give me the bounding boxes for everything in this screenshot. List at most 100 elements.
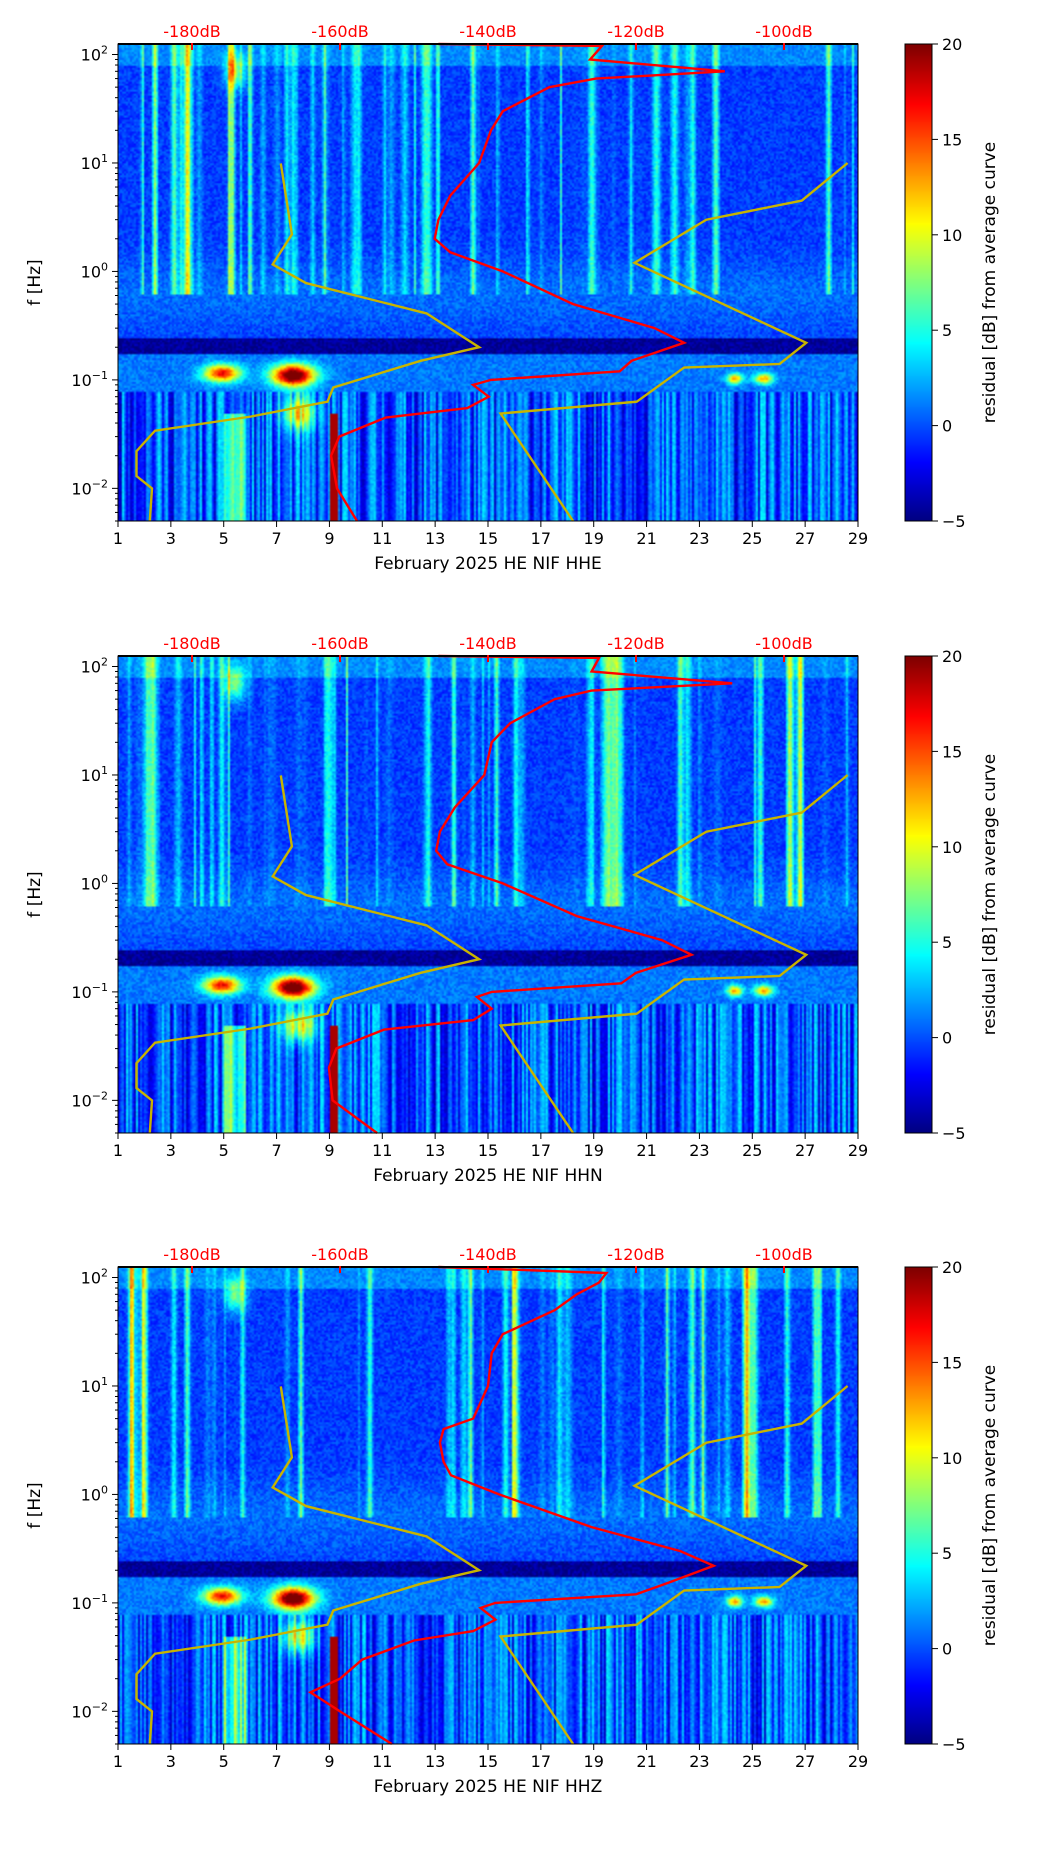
spectrogram-panel-hhe: 1 3 5 7 9 11 13 15 17 19 21 23 25 27 29 February 2025 H…	[0, 22, 1052, 644]
x-tick-label: 11	[372, 529, 392, 548]
y-tick-label: 102	[81, 44, 108, 65]
colorbar-tick-label: 5	[942, 1544, 952, 1563]
y-axis-label: f [Hz]	[25, 1482, 45, 1528]
x-tick-label: 23	[689, 1752, 709, 1771]
x-tick-label: 23	[689, 1141, 709, 1160]
db-tick-label: -120dB	[607, 1245, 664, 1264]
x-tick-label: 19	[584, 1752, 604, 1771]
x-tick-label: 9	[324, 1752, 334, 1771]
db-tick-label: -140dB	[459, 634, 516, 653]
db-tick-label: -160dB	[311, 1245, 368, 1264]
x-tick-label: 25	[742, 529, 762, 548]
db-tick-label: -160dB	[311, 22, 368, 41]
x-tick-label: 21	[636, 529, 656, 548]
y-tick-label: 101	[81, 764, 108, 785]
y-tick-label: 10−2	[71, 477, 108, 498]
y-tick-label: 102	[81, 656, 108, 677]
colorbar-tick-label: 10	[942, 838, 962, 857]
mean-psd-curve	[307, 1265, 717, 1746]
plot-frame	[117, 655, 859, 1134]
x-tick-label: 15	[478, 1141, 498, 1160]
x-tick-label: 5	[219, 529, 229, 548]
db-tick-label: -160dB	[311, 634, 368, 653]
x-tick-label: 17	[531, 1752, 551, 1771]
x-tick-label: 17	[531, 1141, 551, 1160]
db-tick-label: -140dB	[459, 1245, 516, 1264]
x-tick-label: 3	[166, 1752, 176, 1771]
y-tick-label: 10−1	[71, 369, 108, 390]
colorbar-frame	[904, 655, 933, 1134]
x-tick-label: 29	[848, 1141, 868, 1160]
y-axis-label: f [Hz]	[25, 871, 45, 917]
db-tick-label: -100dB	[755, 634, 812, 653]
colorbar-tick-label: 20	[942, 1258, 962, 1277]
x-tick-label: 13	[425, 529, 445, 548]
x-tick-label: 25	[742, 1141, 762, 1160]
db-tick-label: -180dB	[163, 22, 220, 41]
db-tick-label: -120dB	[607, 634, 664, 653]
plot-frame	[117, 1266, 859, 1745]
db-tick-label: -100dB	[755, 22, 812, 41]
y-tick-label: 100	[81, 260, 108, 281]
x-tick-label: 27	[795, 529, 815, 548]
nhnm-curve	[498, 774, 849, 1134]
colorbar-tick-label: 20	[942, 35, 962, 54]
colorbar-tick-label: 10	[942, 1449, 962, 1468]
x-tick-label: 7	[271, 1141, 281, 1160]
nlnm-curve	[135, 1386, 483, 1745]
db-tick-label: -180dB	[163, 634, 220, 653]
y-tick-label: 10−1	[71, 1592, 108, 1613]
y-tick-label: 101	[81, 1375, 108, 1396]
colorbar-frame	[904, 43, 933, 522]
x-tick-label: 9	[324, 1141, 334, 1160]
x-tick-label: 27	[795, 1141, 815, 1160]
x-tick-label: 13	[425, 1141, 445, 1160]
x-tick-label: 5	[219, 1141, 229, 1160]
x-tick-label: 7	[271, 529, 281, 548]
x-tick-label: 7	[271, 1752, 281, 1771]
y-tick-label: 100	[81, 1483, 108, 1504]
x-tick-label: 17	[531, 529, 551, 548]
nhnm-curve	[498, 1385, 849, 1745]
colorbar-tick-label: 15	[942, 742, 962, 761]
x-tick-label: 3	[166, 1141, 176, 1160]
colorbar-tick-label: 0	[942, 417, 952, 436]
colorbar-tick-label: −5	[942, 512, 966, 531]
x-axis-label: February 2025 HE NIF HHE	[374, 554, 602, 574]
colorbar-frame	[904, 1266, 933, 1745]
x-tick-label: 15	[478, 1752, 498, 1771]
y-tick-label: 101	[81, 152, 108, 173]
colorbar-tick-label: 15	[942, 1353, 962, 1372]
spectrogram-heatmap	[118, 1267, 858, 1744]
plot-frame	[117, 43, 859, 522]
x-tick-label: 5	[219, 1752, 229, 1771]
y-axis-label: f [Hz]	[25, 259, 45, 305]
x-tick-label: 19	[584, 529, 604, 548]
x-tick-label: 25	[742, 1752, 762, 1771]
x-axis-label: February 2025 HE NIF HHN	[373, 1166, 603, 1186]
y-tick-label: 10−2	[71, 1700, 108, 1721]
colorbar-label: residual [dB] from average curve	[980, 142, 1000, 423]
mean-psd-curve	[329, 42, 725, 522]
colorbar-tick-label: 15	[942, 130, 962, 149]
colorbar-tick-label: −5	[942, 1124, 966, 1143]
nlnm-curve	[135, 775, 483, 1134]
x-tick-label: 9	[324, 529, 334, 548]
colorbar-label: residual [dB] from average curve	[980, 754, 1000, 1035]
x-tick-label: 1	[113, 1752, 123, 1771]
x-tick-label: 11	[372, 1141, 392, 1160]
colorbar-tick-label: 20	[942, 647, 962, 666]
colorbar-tick-label: 5	[942, 321, 952, 340]
colorbar	[905, 656, 932, 1133]
colorbar-tick-label: 0	[942, 1640, 952, 1659]
x-tick-label: 23	[689, 529, 709, 548]
colorbar-label: residual [dB] from average curve	[980, 1365, 1000, 1646]
x-tick-label: 15	[478, 529, 498, 548]
colorbar-tick-label: 5	[942, 933, 952, 952]
x-tick-label: 21	[636, 1141, 656, 1160]
nlnm-curve	[135, 163, 483, 522]
x-tick-label: 21	[636, 1752, 656, 1771]
